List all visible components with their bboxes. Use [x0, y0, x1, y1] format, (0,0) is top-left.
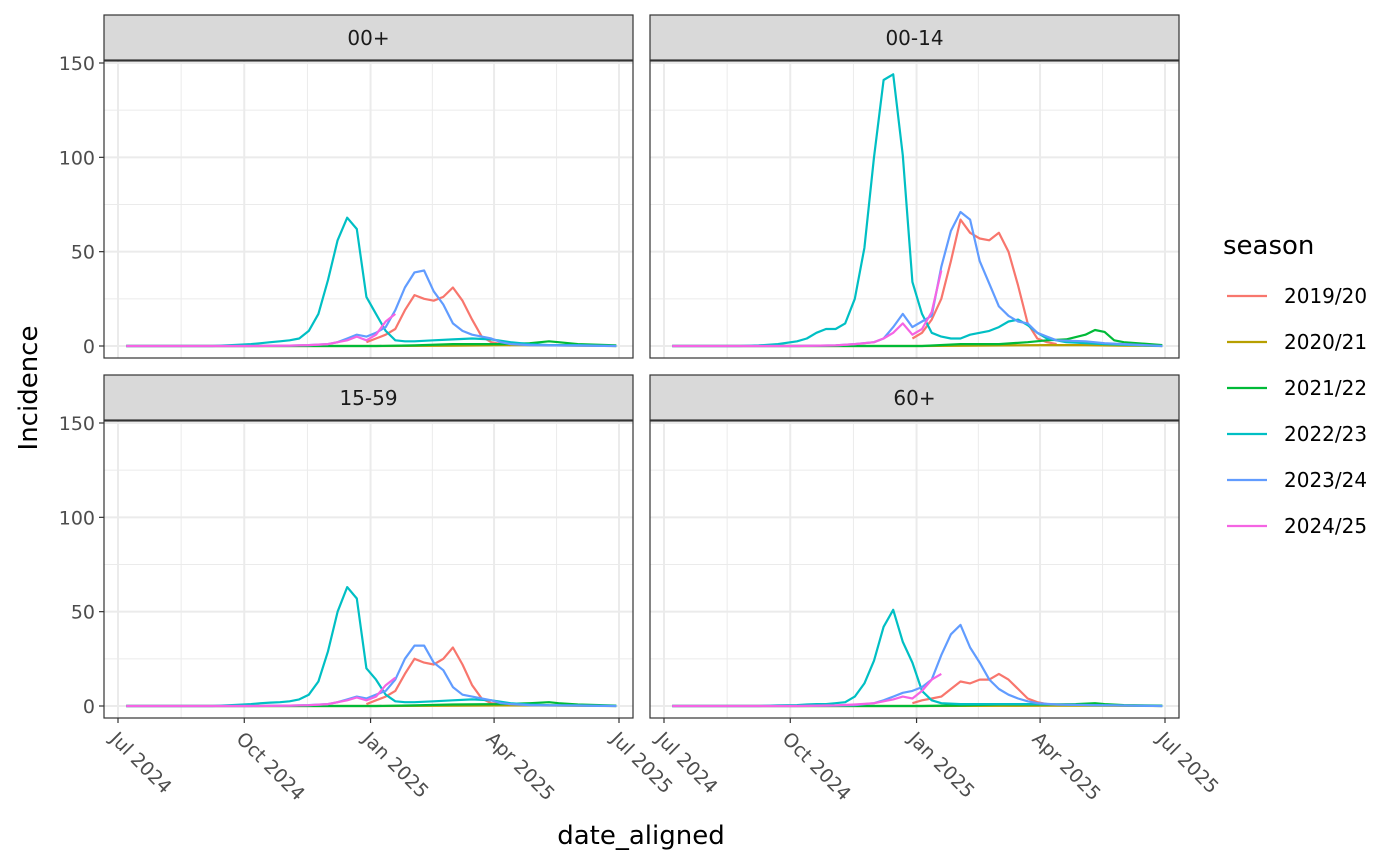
facet-strip-label: 15-59 — [339, 386, 397, 410]
facet-strip: 00-14 — [649, 14, 1180, 61]
y-tick-label: 100 — [59, 507, 95, 529]
facet-strip: 60+ — [649, 374, 1180, 421]
x-tick-label: Jan 2025 — [903, 727, 978, 802]
legend-label: 2024/25 — [1284, 514, 1367, 538]
legend-entries: 2019/20 2020/21 2021/22 2022/23 2023/24 2024/… — [1227, 284, 1367, 538]
series-line-2019-20 — [912, 672, 1057, 707]
y-axis-title: Incidence — [14, 326, 44, 451]
y-tick-label: 0 — [83, 336, 95, 358]
panel-border — [649, 420, 1180, 719]
series-line-2021-22 — [126, 340, 617, 348]
series-lines — [672, 608, 1163, 708]
facet-strip-label: 60+ — [893, 386, 935, 410]
legend-label: 2022/23 — [1284, 422, 1367, 446]
series-line-2019-20 — [911, 218, 1057, 346]
x-tick-label: Jul 2024 — [105, 727, 176, 798]
panel-15-59: 15-59 — [103, 374, 634, 719]
facet-strip-label: 00+ — [347, 26, 389, 50]
legend-entry: 2019/20 — [1227, 284, 1367, 308]
panel-60+: 60+ — [649, 374, 1180, 719]
y-tick-label: 0 — [83, 696, 95, 718]
legend-label: 2023/24 — [1284, 468, 1367, 492]
panel-background — [104, 61, 633, 358]
panel-00+: 00+ — [103, 14, 634, 359]
series-line-2024-25 — [672, 270, 943, 348]
legend-entry: 2024/25 — [1227, 514, 1367, 538]
facet-strip-background — [103, 14, 634, 61]
y-tick-label: 150 — [59, 53, 95, 75]
x-tick-labels: Jul 2024 Oct 2024 Jan 2025 Apr 2025 Jul 2025… — [105, 718, 1223, 805]
y-tick-labels: 0 50 100 150 0 50 100 150 — [59, 53, 104, 718]
legend-label: 2021/22 — [1284, 376, 1367, 400]
facet-strip-background — [649, 374, 1180, 421]
series-line-2024-25 — [126, 313, 396, 348]
y-tick-label: 50 — [71, 242, 95, 264]
panel-border — [103, 420, 634, 719]
x-axis-title: date_aligned — [557, 821, 725, 851]
panel-border — [103, 60, 634, 359]
x-tick-label: Jul 2025 — [1152, 727, 1223, 798]
facet-strip: 15-59 — [103, 374, 634, 421]
x-tick-label: Apr 2025 — [1028, 728, 1105, 805]
x-tick-label: Oct 2024 — [232, 728, 309, 805]
legend-entry: 2023/24 — [1227, 468, 1367, 492]
legend-title: season — [1223, 231, 1314, 261]
series-line-2024-25 — [126, 676, 396, 708]
gridlines — [104, 61, 633, 358]
series-lines — [126, 216, 617, 348]
panel-background — [104, 421, 633, 718]
series-line-2024-25 — [672, 672, 942, 708]
y-tick-label: 100 — [59, 147, 95, 169]
series-line-2022-23 — [126, 216, 617, 348]
x-tick-label: Jan 2025 — [357, 727, 432, 802]
panel-border — [649, 60, 1180, 359]
series-lines — [672, 73, 1163, 348]
facet-strip-background — [103, 374, 634, 421]
y-tick-label: 150 — [59, 413, 95, 435]
facet-strip-label: 00-14 — [885, 26, 943, 50]
legend-entry: 2022/23 — [1227, 422, 1367, 446]
panel-00-14: 00-14 — [649, 14, 1180, 359]
x-tick-label: Apr 2025 — [482, 728, 559, 805]
panel-background — [650, 421, 1179, 718]
x-tick-label: Oct 2024 — [778, 728, 855, 805]
facet-strip-background — [649, 14, 1180, 61]
panel-background — [650, 61, 1179, 358]
facet-strip: 00+ — [103, 14, 634, 61]
legend: season 2019/20 2020/21 2021/22 2022/23 2023/… — [1223, 231, 1367, 538]
legend-label: 2019/20 — [1284, 284, 1367, 308]
gridlines — [104, 421, 633, 718]
series-lines — [126, 585, 617, 708]
legend-entry: 2020/21 — [1227, 330, 1367, 354]
panels: 00+ 00-14 15-59 60+ — [103, 14, 1180, 719]
legend-entry: 2021/22 — [1227, 376, 1367, 400]
legend-label: 2020/21 — [1284, 330, 1367, 354]
y-tick-label: 50 — [71, 602, 95, 624]
